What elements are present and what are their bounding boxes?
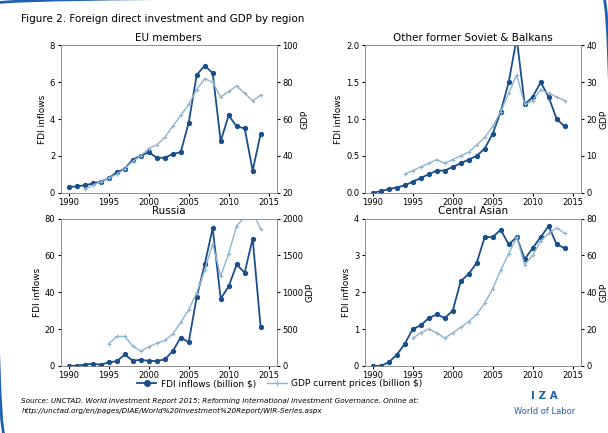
Y-axis label: GDP: GDP	[599, 110, 608, 129]
Text: Figure 2. Foreign direct investment and GDP by region: Figure 2. Foreign direct investment and …	[21, 14, 305, 24]
Y-axis label: FDI inflows: FDI inflows	[38, 94, 47, 144]
Y-axis label: FDI inflows: FDI inflows	[33, 268, 42, 317]
Title: Central Asian: Central Asian	[438, 207, 508, 216]
Text: I Z A: I Z A	[531, 391, 558, 401]
Y-axis label: GDP: GDP	[306, 283, 315, 302]
Y-axis label: GDP: GDP	[301, 110, 309, 129]
Text: Source: UNCTAD. World Investment Report 2015: Reforming International Investment: Source: UNCTAD. World Investment Report …	[21, 398, 419, 404]
Y-axis label: GDP: GDP	[599, 283, 608, 302]
Title: Other former Soviet & Balkans: Other former Soviet & Balkans	[393, 33, 553, 43]
Text: World of Labor: World of Labor	[514, 407, 575, 416]
Text: http://unctad.org/en/pages/DIAE/World%20Investment%20Report/WIR-Series.aspx: http://unctad.org/en/pages/DIAE/World%20…	[21, 408, 322, 414]
Title: EU members: EU members	[136, 33, 202, 43]
Y-axis label: FDI inflows: FDI inflows	[342, 268, 351, 317]
Legend: FDI inflows (billion $), GDP current prices (billion $): FDI inflows (billion $), GDP current pri…	[133, 375, 426, 392]
Title: Russia: Russia	[152, 207, 185, 216]
Y-axis label: FDI inflows: FDI inflows	[334, 94, 344, 144]
